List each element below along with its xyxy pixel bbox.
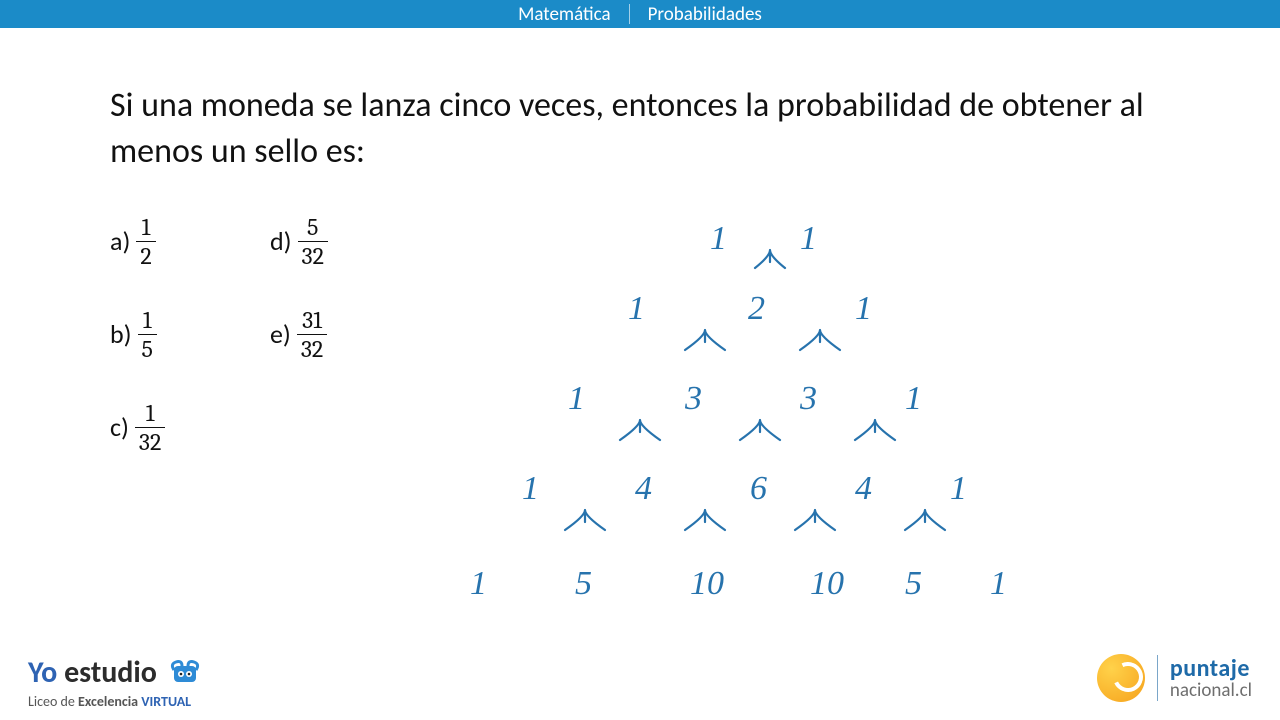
- pascal-num: 4: [635, 470, 652, 508]
- pascal-num: 1: [522, 470, 539, 508]
- logo-puntajenacional: puntaje nacional.cl: [1097, 654, 1252, 702]
- pascal-num: 10: [690, 565, 724, 603]
- pascal-arrow: [901, 506, 949, 544]
- option-d: d) 5 32: [270, 215, 420, 268]
- pn-line1: puntaje: [1170, 657, 1252, 681]
- pascal-arrow: [796, 326, 844, 364]
- pascal-num: 1: [905, 380, 922, 418]
- pascal-arrow: [751, 246, 789, 282]
- pascal-num: 3: [800, 380, 817, 418]
- pn-line2: nacional.cl: [1170, 681, 1252, 700]
- option-a-label: a): [110, 225, 130, 257]
- pascal-triangle: 1112113311464115101051: [460, 210, 1060, 630]
- option-d-fraction: 5 32: [298, 215, 328, 268]
- pascal-num: 6: [750, 470, 767, 508]
- topbar: Matemática Probabilidades: [0, 0, 1280, 28]
- option-a: a) 1 2: [110, 215, 260, 268]
- logo-yo: Yo: [28, 654, 57, 691]
- option-c-fraction: 1 32: [135, 401, 165, 454]
- option-e-label: e): [270, 318, 291, 350]
- topbar-divider: [629, 4, 630, 24]
- pascal-num: 1: [568, 380, 585, 418]
- pascal-arrow: [851, 416, 899, 454]
- logo-yoestudio: Yo estudio Liceo de Excelencia VIRTUAL: [28, 654, 202, 710]
- pascal-num: 4: [855, 470, 872, 508]
- pascal-num: 2: [748, 290, 765, 328]
- option-b-label: b): [110, 318, 132, 350]
- pascal-arrow: [616, 416, 664, 454]
- subject-label: Matemática: [518, 3, 610, 26]
- pascal-arrow: [736, 416, 784, 454]
- option-e-fraction: 31 32: [297, 308, 327, 361]
- pn-divider: [1157, 655, 1158, 701]
- option-b: b) 1 5: [110, 308, 260, 361]
- pascal-num: 10: [810, 565, 844, 603]
- pascal-num: 5: [905, 565, 922, 603]
- pn-icon: [1097, 654, 1145, 702]
- pascal-num: 1: [470, 565, 487, 603]
- pascal-num: 1: [855, 290, 872, 328]
- option-c: c) 1 32: [110, 401, 260, 454]
- logo-estudio: estudio: [57, 654, 157, 691]
- pascal-num: 1: [990, 565, 1007, 603]
- question-text: Si una moneda se lanza cinco veces, ento…: [110, 83, 1170, 175]
- pascal-num: 1: [950, 470, 967, 508]
- pascal-arrow: [791, 506, 839, 544]
- option-c-label: c): [110, 411, 129, 443]
- robot-icon: [168, 656, 202, 686]
- pascal-arrow: [681, 326, 729, 364]
- pascal-num: 1: [800, 220, 817, 258]
- pascal-num: 5: [575, 565, 592, 603]
- pascal-num: 3: [685, 380, 702, 418]
- option-a-fraction: 1 2: [136, 215, 155, 268]
- topic-label: Probabilidades: [648, 3, 762, 26]
- pascal-arrow: [561, 506, 609, 544]
- option-e: e) 31 32: [270, 308, 420, 361]
- option-d-label: d): [270, 225, 292, 257]
- option-b-fraction: 1 5: [138, 308, 157, 361]
- pascal-num: 1: [710, 220, 727, 258]
- pascal-arrow: [681, 506, 729, 544]
- pascal-num: 1: [628, 290, 645, 328]
